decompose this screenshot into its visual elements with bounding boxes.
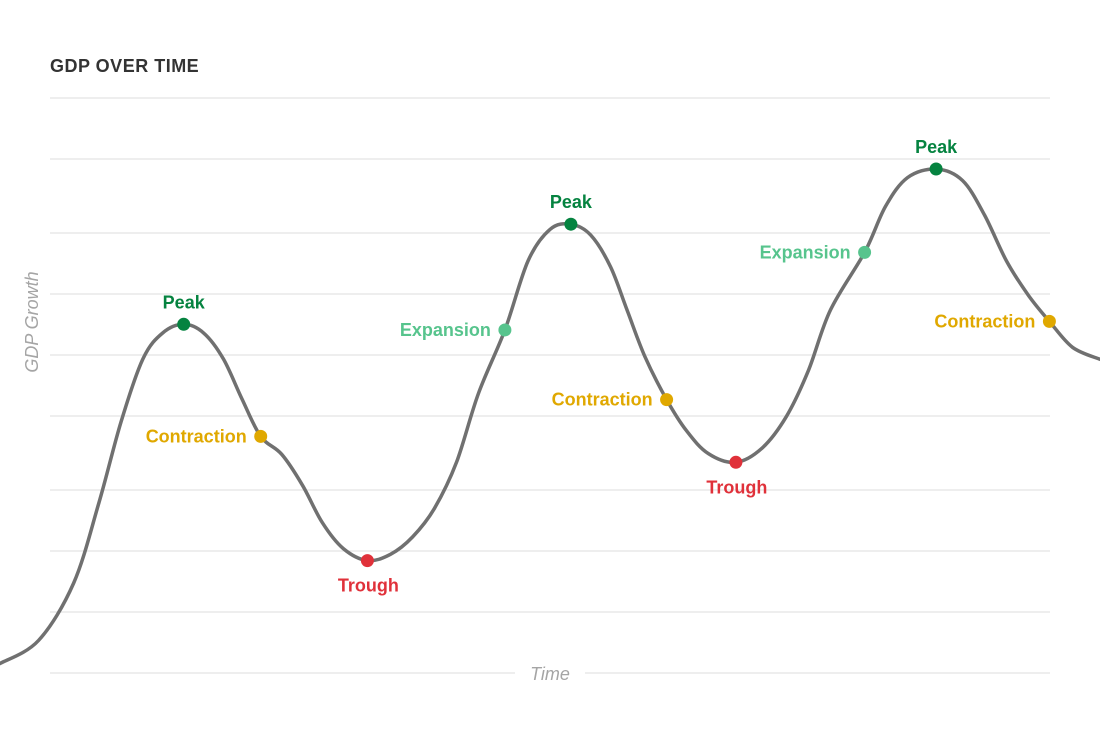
y-axis-label: GDP Growth (22, 271, 42, 372)
contraction-label: Contraction (552, 390, 653, 410)
peak-point (929, 162, 943, 176)
peak-label: Peak (550, 192, 593, 212)
cycle-points (177, 162, 1056, 568)
expansion-point (498, 323, 512, 337)
peak-label: Peak (915, 137, 958, 157)
contraction-point (1042, 314, 1056, 328)
peak-point (564, 217, 578, 231)
expansion-point (858, 245, 872, 259)
expansion-label: Expansion (760, 242, 851, 262)
peak-point (177, 317, 191, 331)
contraction-point (660, 393, 674, 407)
trough-label: Trough (706, 477, 767, 497)
contraction-point (254, 429, 268, 443)
gdp-curve (0, 167, 1100, 666)
trough-label: Trough (338, 576, 399, 596)
gridlines (50, 97, 1050, 674)
contraction-label: Contraction (146, 426, 247, 446)
trough-point (729, 455, 743, 469)
peak-label: Peak (163, 292, 206, 312)
expansion-label: Expansion (400, 320, 491, 340)
chart-title: GDP OVER TIME (50, 56, 200, 76)
x-axis-label: Time (530, 664, 570, 684)
contraction-label: Contraction (934, 311, 1035, 331)
cycle-labels: Peak Contraction Trough Expansion Peak Contra… (146, 137, 1036, 596)
trough-point (360, 554, 374, 568)
